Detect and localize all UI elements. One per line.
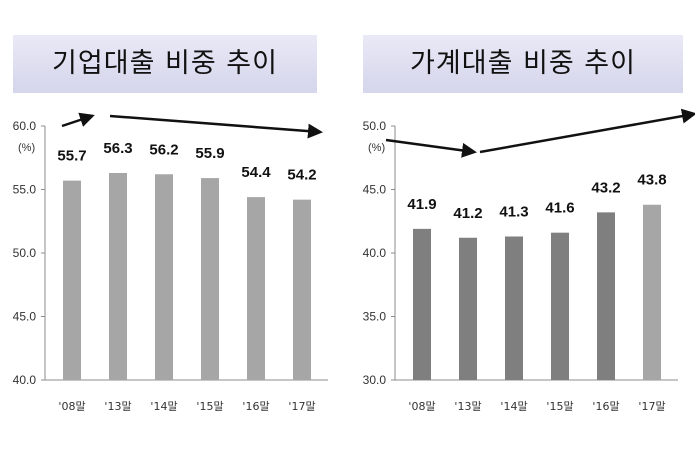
right-trend-arrow-down — [385, 138, 477, 158]
left-data-label-0: 55.7 — [57, 148, 86, 165]
left-category-label-4: '16말 — [242, 400, 269, 413]
left-category-label-0: '08말 — [58, 400, 85, 413]
left-chart-panel: 기업대출 비중 추이 40.0 45.0 50.0 55.0 60.0 (%) 55.7 '0… — [0, 0, 345, 460]
right-data-label-0: 41.9 — [407, 196, 436, 213]
right-bar-5 — [643, 204, 661, 380]
left-category-label-2: '14말 — [150, 400, 177, 413]
right-bar-0 — [413, 228, 431, 380]
left-data-label-2: 56.2 — [149, 141, 178, 158]
left-trend-arrow-down — [109, 114, 323, 139]
right-data-label-3: 41.6 — [545, 200, 574, 217]
left-y-tick-label: 55.0 — [13, 183, 37, 197]
left-data-label-5: 54.2 — [287, 167, 316, 184]
right-y-tick-label: 35.0 — [363, 310, 387, 324]
right-data-label-1: 41.2 — [453, 205, 482, 222]
right-category-label-0: '08말 — [408, 400, 435, 413]
right-category-label-2: '14말 — [500, 400, 527, 413]
left-unit-label: (%) — [18, 142, 35, 154]
right-chart-title: 가계대출 비중 추이 — [363, 35, 683, 93]
right-category-label-1: '13말 — [454, 400, 481, 413]
right-y-tick-label: 50.0 — [363, 119, 387, 133]
left-bar-3 — [201, 178, 219, 380]
right-category-label-3: '15말 — [546, 400, 573, 413]
left-bar-2 — [155, 174, 173, 380]
left-category-label-3: '15말 — [196, 400, 223, 413]
left-y-tick-label: 40.0 — [13, 373, 37, 387]
left-data-label-3: 55.9 — [195, 145, 224, 162]
right-bar-1 — [459, 237, 477, 380]
right-bar-3 — [551, 232, 569, 380]
left-category-label-1: '13말 — [104, 400, 131, 413]
left-bar-4 — [247, 197, 265, 380]
left-data-label-1: 56.3 — [103, 140, 132, 157]
left-bar-0 — [63, 180, 81, 380]
left-bar-5 — [293, 199, 311, 380]
right-y-tick-label: 30.0 — [363, 373, 387, 387]
left-y-tick-label: 60.0 — [13, 119, 37, 133]
right-chart-svg: 30.0 35.0 40.0 45.0 50.0 (%) 41.9 '08말 41.2 '13말 4… — [363, 108, 695, 413]
right-data-label-4: 43.2 — [591, 179, 620, 196]
right-data-label-5: 43.8 — [637, 172, 666, 189]
left-chart-title: 기업대출 비중 추이 — [13, 35, 317, 93]
right-y-tick-label: 40.0 — [363, 246, 387, 260]
right-bar-4 — [597, 212, 615, 380]
left-data-label-4: 54.4 — [241, 164, 271, 181]
left-trend-arrow-up — [61, 112, 95, 128]
right-bar-2 — [505, 236, 523, 380]
right-chart-panel: 가계대출 비중 추이 30.0 35.0 40.0 45.0 50.0 (%) 41.9 '0… — [350, 0, 695, 460]
left-bar-1 — [109, 172, 127, 380]
right-trend-arrow-up — [479, 108, 695, 154]
right-category-label-4: '16말 — [592, 400, 619, 413]
right-data-label-2: 41.3 — [499, 203, 528, 220]
right-y-tick-label: 45.0 — [363, 183, 387, 197]
left-y-tick-label: 45.0 — [13, 310, 37, 324]
right-unit-label: (%) — [368, 142, 385, 154]
left-y-tick-label: 50.0 — [13, 246, 37, 260]
left-chart-svg: 40.0 45.0 50.0 55.0 60.0 (%) 55.7 '08말 56.3 '13말 5… — [13, 112, 328, 413]
right-category-label-5: '17말 — [638, 400, 665, 413]
left-category-label-5: '17말 — [288, 400, 315, 413]
